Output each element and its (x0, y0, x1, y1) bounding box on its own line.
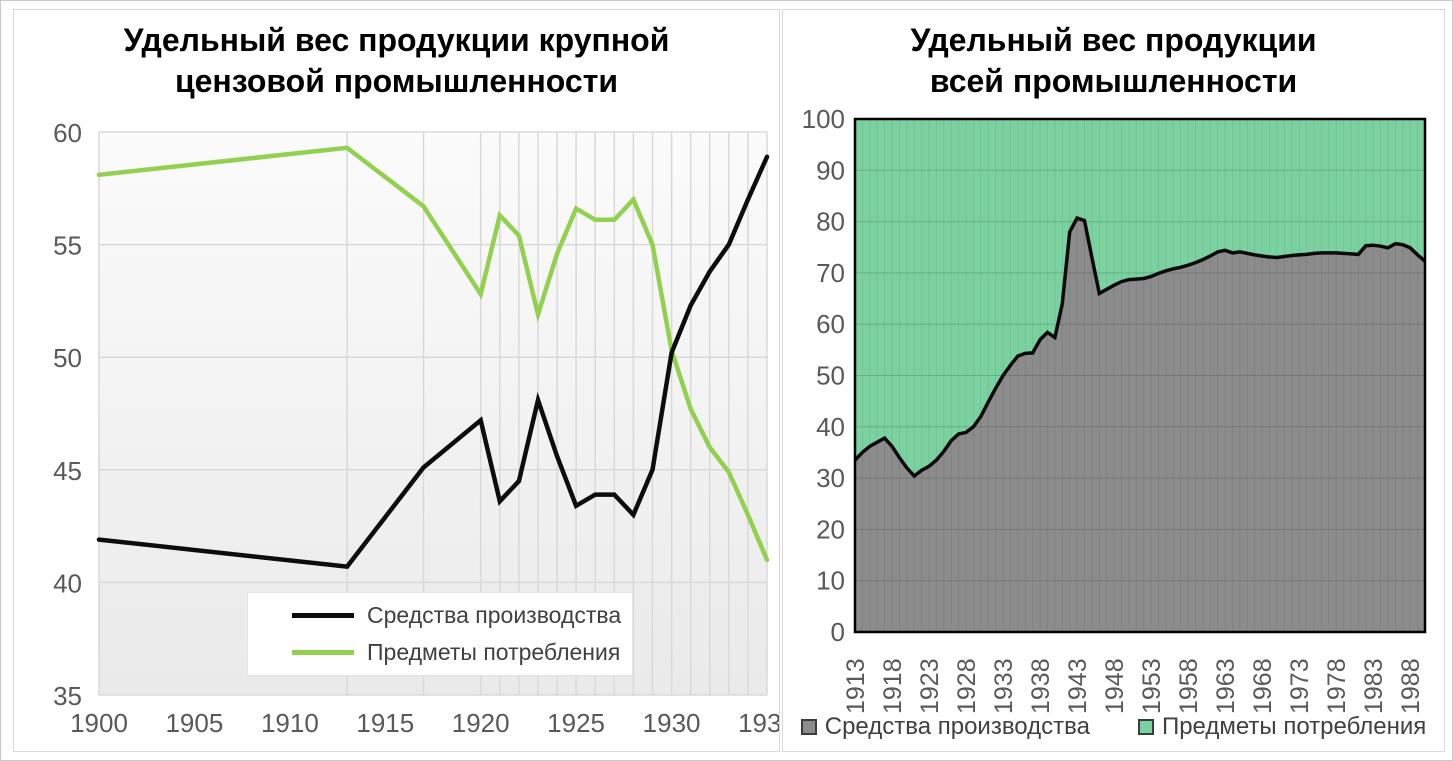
legend-label-consumer-goods-right: Предметы потребления (1161, 713, 1427, 740)
legend-label-consumer-goods: Предметы потребления (367, 638, 621, 665)
x-tick-label: 1938 (1027, 658, 1055, 714)
y-tick-label: 35 (53, 681, 82, 711)
y-tick-label: 30 (816, 463, 845, 493)
y-tick-label: 80 (816, 207, 845, 237)
y-tick-label: 45 (53, 456, 82, 486)
right-chart-title-line2: всей промышленности (929, 63, 1298, 99)
left-chart-title: Удельный вес продукции крупной цензовой … (14, 20, 779, 102)
y-tick-label: 50 (816, 361, 845, 391)
x-tick-label: 1933 (990, 658, 1018, 714)
y-tick-label: 10 (816, 566, 845, 596)
legend-row-consumer-goods: Предметы потребления (292, 639, 632, 666)
x-tick-label: 1988 (1397, 658, 1425, 714)
x-tick-label: 1918 (879, 658, 907, 714)
x-tick-label: 1935 (738, 708, 779, 738)
y-tick-label: 90 (816, 155, 845, 185)
producer-goods-square-swatch (800, 719, 817, 735)
legend-label-producer-goods: Средства производства (367, 602, 622, 629)
x-tick-label: 1978 (1323, 658, 1351, 714)
left-chart-legend: Средства производства Предметы потреблен… (247, 592, 633, 676)
y-tick-label: 60 (53, 118, 82, 148)
consumer-goods-square-swatch (1137, 719, 1154, 735)
left-chart-title-line2: цензовой промышленности (174, 63, 619, 99)
x-tick-label: 1948 (1101, 658, 1129, 714)
x-tick-label: 1958 (1175, 658, 1203, 714)
y-tick-label: 40 (53, 568, 82, 598)
producer-goods-area (855, 218, 1425, 632)
legend-row-producer-goods: Средства производства (292, 602, 632, 629)
x-tick-label: 1930 (643, 708, 701, 738)
x-tick-label: 1968 (1249, 658, 1277, 714)
x-tick-label: 1923 (916, 658, 944, 714)
plot-border (853, 117, 1427, 634)
x-tick-label: 1973 (1286, 658, 1314, 714)
x-tick-label: 1905 (165, 708, 223, 738)
y-tick-label: 0 (831, 617, 845, 647)
y-tick-label: 100 (802, 104, 845, 134)
producer-goods-line-swatch (292, 613, 354, 619)
left-chart-title-line1: Удельный вес продукции крупной (123, 22, 670, 58)
x-tick-label: 1920 (452, 708, 510, 738)
right-chart-title: Удельный вес продукции всей промышленнос… (783, 20, 1444, 102)
x-tick-label: 1910 (261, 708, 319, 738)
legend-item-consumer-goods: Предметы потребления (1137, 713, 1427, 741)
x-tick-label: 1925 (547, 708, 605, 738)
x-tick-label: 1943 (1064, 658, 1092, 714)
x-tick-label: 1900 (70, 708, 128, 738)
y-tick-label: 20 (816, 514, 845, 544)
right-chart-title-line1: Удельный вес продукции (910, 22, 1317, 58)
x-tick-label: 1928 (953, 658, 981, 714)
right-chart-panel: Удельный вес продукции всей промышленнос… (782, 9, 1445, 752)
producer-goods-boundary-line (853, 215, 1427, 479)
x-tick-label: 1953 (1138, 658, 1166, 714)
left-chart-panel: Удельный вес продукции крупной цензовой … (13, 9, 780, 752)
legend-label-producer-goods-right: Средства производства (824, 713, 1090, 740)
x-tick-label: 1913 (842, 658, 870, 714)
right-chart-legend: Средства производства Предметы потреблен… (783, 713, 1444, 741)
consumer-goods-line-swatch (292, 649, 354, 655)
y-tick-label: 60 (816, 309, 845, 339)
x-tick-label: 1983 (1360, 658, 1388, 714)
y-tick-label: 70 (816, 258, 845, 288)
x-tick-label: 1915 (356, 708, 414, 738)
y-tick-label: 40 (816, 412, 845, 442)
x-tick-label: 1963 (1212, 658, 1240, 714)
y-tick-label: 55 (53, 231, 82, 261)
series-line-producer-goods (96, 154, 770, 569)
series-line-consumer-goods (96, 145, 770, 563)
legend-item-producer-goods: Средства производства (800, 713, 1090, 741)
y-tick-label: 50 (53, 343, 82, 373)
